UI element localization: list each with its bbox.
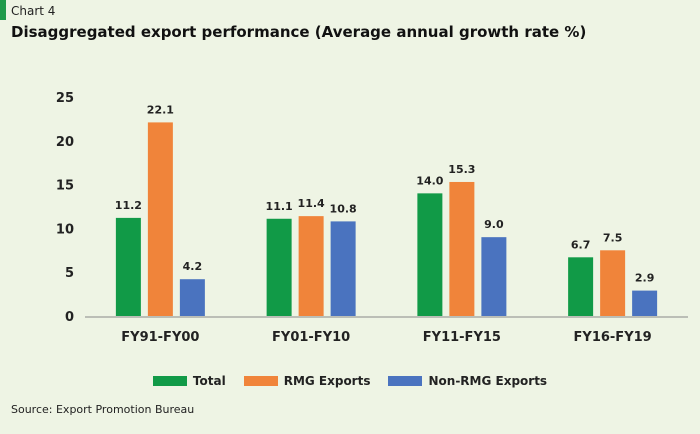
data-label-total: 6.7	[571, 238, 591, 251]
legend-label-non-rmg-exports: Non-RMG Exports	[428, 374, 548, 388]
bar-rmg-exports	[449, 181, 475, 316]
data-label-total: 11.2	[115, 199, 142, 212]
data-label-rmg-exports: 7.5	[603, 231, 623, 244]
legend-swatch-total	[152, 376, 187, 386]
data-label-non-rmg-exports: 2.9	[635, 272, 655, 285]
legend-label-total: Total	[192, 374, 226, 388]
legend: Total RMG Exports Non-RMG Exports	[0, 374, 700, 388]
legend-item-non-rmg-exports: Non-RMG Exports	[388, 374, 547, 388]
x-category-label: FY91-FY00	[121, 330, 199, 345]
data-label-total: 14.0	[416, 174, 443, 187]
bar-non-rmg-exports	[632, 290, 658, 316]
bar-non-rmg-exports	[179, 279, 205, 316]
bar-rmg-exports	[600, 250, 626, 316]
data-label-rmg-exports: 22.1	[147, 103, 174, 116]
bar-rmg-exports	[298, 216, 324, 316]
data-label-non-rmg-exports: 4.2	[183, 260, 203, 273]
y-tick-label: 10	[56, 222, 74, 237]
x-category-label: FY11-FY15	[423, 330, 501, 345]
bar-total	[417, 193, 443, 316]
bar-non-rmg-exports	[330, 221, 356, 316]
data-label-total: 11.1	[266, 200, 293, 213]
legend-label-rmg-exports: RMG Exports	[283, 374, 371, 388]
y-tick-label: 0	[65, 310, 74, 325]
y-tick-label: 20	[56, 135, 74, 150]
bar-total	[266, 218, 292, 316]
bar-non-rmg-exports	[481, 237, 507, 316]
legend-item-rmg-exports: RMG Exports	[243, 374, 371, 388]
bar-total	[568, 257, 594, 316]
data-label-non-rmg-exports: 10.8	[330, 202, 357, 215]
data-label-non-rmg-exports: 9.0	[484, 218, 504, 231]
source-note: Source: Export Promotion Bureau	[11, 403, 195, 416]
y-tick-label: 15	[56, 179, 74, 194]
y-tick-label: 5	[65, 266, 74, 281]
chart-accent-bar	[0, 0, 6, 20]
y-tick-label: 25	[56, 91, 74, 106]
legend-swatch-non-rmg-exports	[388, 376, 423, 386]
bar-rmg-exports	[147, 122, 173, 317]
legend-item-total: Total	[152, 374, 226, 388]
bar-total	[115, 217, 141, 316]
legend-swatch-rmg-exports	[243, 376, 278, 386]
chart-number-label: Chart 4	[11, 4, 56, 18]
x-category-label: FY16-FY19	[574, 330, 652, 345]
chart-title: Disaggregated export performance (Averag…	[11, 23, 587, 41]
data-label-rmg-exports: 15.3	[448, 163, 475, 176]
x-category-label: FY01-FY10	[272, 330, 350, 345]
data-label-rmg-exports: 11.4	[298, 197, 325, 210]
